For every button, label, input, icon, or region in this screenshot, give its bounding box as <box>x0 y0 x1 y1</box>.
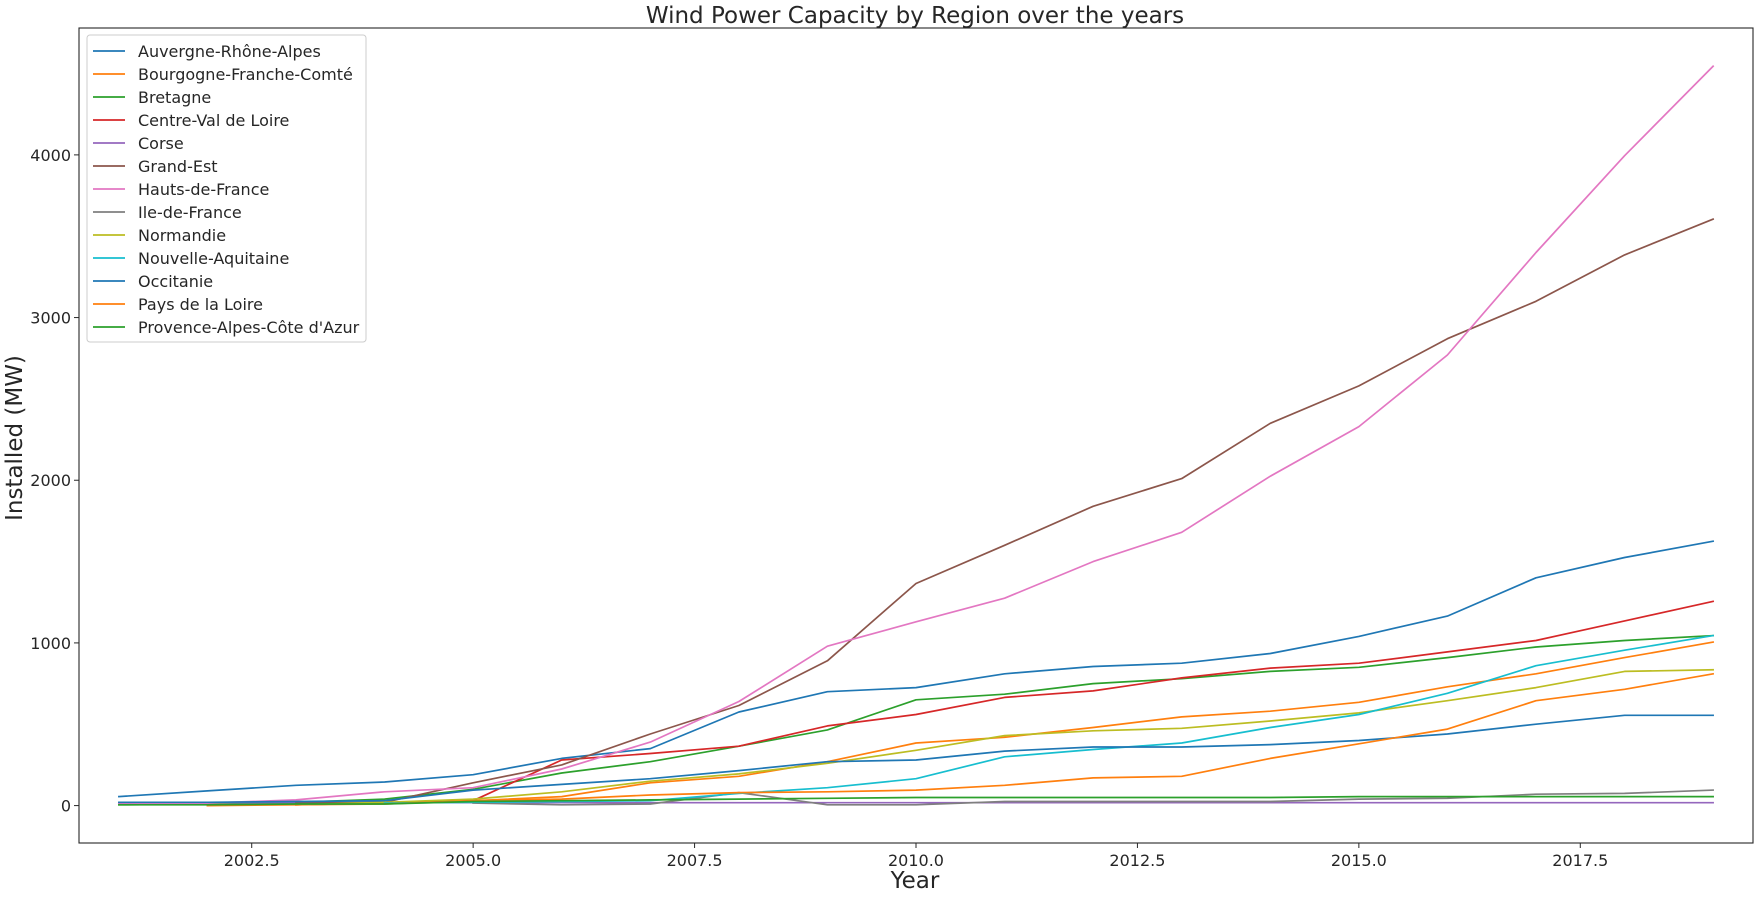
x-axis-label: Year <box>890 868 940 894</box>
y-tick-label: 2000 <box>30 471 71 490</box>
legend-label: Pays de la Loire <box>138 295 263 314</box>
legend-label: Occitanie <box>138 272 213 291</box>
legend-label: Centre-Val de Loire <box>138 111 289 130</box>
y-tick-label: 3000 <box>30 309 71 328</box>
series-line <box>118 64 1715 805</box>
y-tick-label: 0 <box>61 797 71 816</box>
series-line <box>295 217 1715 804</box>
legend-label: Provence-Alpes-Côte d'Azur <box>138 318 360 337</box>
legend-label: Normandie <box>138 226 226 245</box>
y-tick-label: 1000 <box>30 634 71 653</box>
legend-label: Auvergne-Rhône-Alpes <box>138 42 321 61</box>
x-axis-ticks: 2002.5 2005.0 2007.5 2010.0 2012.5 2015.0 2017… <box>224 843 1608 870</box>
series-line <box>295 600 1715 806</box>
legend-box <box>86 34 367 343</box>
legend-label: Bourgogne-Franche-Comté <box>138 65 353 84</box>
series-line <box>117 540 1715 798</box>
series-line <box>295 668 1714 806</box>
legend-label: Nouvelle-Aquitaine <box>138 249 289 268</box>
legend-label: Grand-Est <box>138 157 218 176</box>
y-axis-label: Installed (MW) <box>2 355 28 521</box>
y-axis-ticks: 0 1000 2000 3000 4000 <box>30 146 79 816</box>
x-tick-label: 2007.5 <box>667 851 723 870</box>
legend: Auvergne-Rhône-Alpes Bourgogne-Franche-Co… <box>86 34 367 343</box>
series-line <box>206 641 1715 807</box>
series-line <box>118 634 1714 806</box>
x-tick-label: 2015.0 <box>1331 851 1387 870</box>
legend-label: Hauts-de-France <box>138 180 269 199</box>
x-tick-label: 2010.0 <box>888 851 944 870</box>
y-tick-label: 4000 <box>30 146 71 165</box>
plot-area <box>117 64 1715 807</box>
series-line <box>118 714 1714 804</box>
legend-label: Bretagne <box>138 88 211 107</box>
series-line <box>118 795 1714 806</box>
series-line <box>383 634 1715 804</box>
x-tick-label: 2005.0 <box>445 851 501 870</box>
series-line <box>295 672 1715 806</box>
chart-title: Wind Power Capacity by Region over the y… <box>646 3 1184 29</box>
x-tick-label: 2012.5 <box>1109 851 1165 870</box>
legend-label: Ile-de-France <box>138 203 242 222</box>
legend-label: Corse <box>138 134 184 153</box>
x-tick-label: 2002.5 <box>224 851 280 870</box>
x-tick-label: 2017.5 <box>1552 851 1608 870</box>
